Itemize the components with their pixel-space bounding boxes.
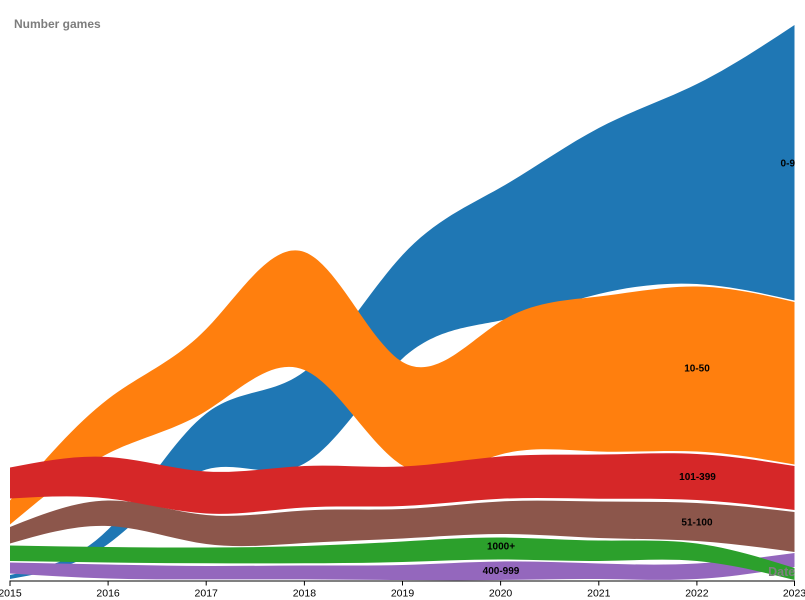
svg-text:Number games: Number games: [14, 17, 101, 31]
svg-text:1000+: 1000+: [487, 542, 515, 553]
svg-text:0-9: 0-9: [781, 159, 796, 170]
svg-text:2015: 2015: [0, 588, 22, 600]
svg-text:2017: 2017: [195, 588, 219, 600]
svg-text:2019: 2019: [391, 588, 415, 600]
svg-text:2022: 2022: [685, 588, 709, 600]
svg-text:Date: Date: [768, 565, 795, 579]
svg-text:2021: 2021: [587, 588, 611, 600]
svg-text:51-100: 51-100: [681, 518, 713, 529]
svg-text:2016: 2016: [96, 588, 120, 600]
svg-text:2023: 2023: [783, 588, 805, 600]
svg-text:10-50: 10-50: [684, 364, 710, 375]
svg-text:400-999: 400-999: [483, 566, 520, 577]
svg-text:2018: 2018: [293, 588, 317, 600]
svg-text:2020: 2020: [489, 588, 513, 600]
svg-text:101-399: 101-399: [679, 472, 716, 483]
